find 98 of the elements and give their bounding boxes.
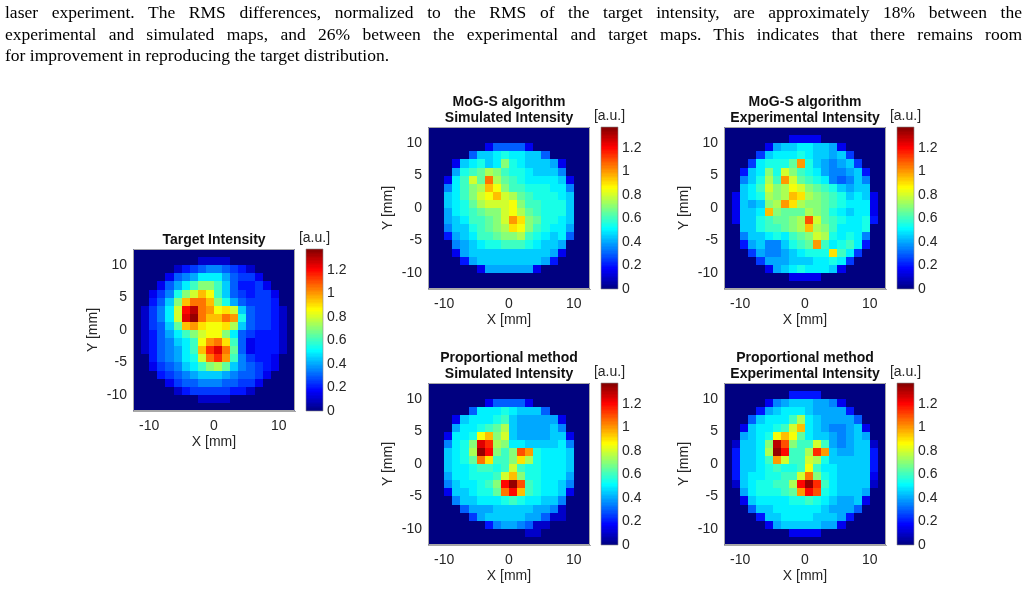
y-axis-title: Y [mm] bbox=[674, 441, 691, 487]
color-bar-label: 1.2 bbox=[622, 138, 642, 155]
color-bar-label: 0.6 bbox=[918, 465, 938, 482]
chart-title: MoG-S algorithm Simulated Intensity bbox=[444, 92, 574, 125]
x-axis-title: X [mm] bbox=[782, 566, 828, 583]
color-bar-title: [a.u.] bbox=[889, 106, 922, 123]
x-tick-label: -10 bbox=[434, 551, 455, 568]
color-bar-title: [a.u.] bbox=[593, 362, 626, 379]
y-tick-label: 0 bbox=[710, 454, 719, 471]
chart-title: Proportional method Simulated Intensity bbox=[440, 348, 578, 381]
chart-title: Proportional method Experimental Intensity bbox=[730, 348, 880, 381]
color-bar-title: [a.u.] bbox=[593, 106, 626, 123]
x-tick-label: 10 bbox=[271, 417, 287, 434]
x-tick-label: 0 bbox=[210, 417, 219, 434]
y-axis-title: Y [mm] bbox=[674, 185, 691, 231]
y-axis-title: Y [mm] bbox=[378, 185, 395, 231]
color-bar-title: [a.u.] bbox=[298, 228, 331, 245]
x-tick-label: -10 bbox=[730, 295, 751, 312]
y-tick-label: -5 bbox=[409, 231, 423, 248]
color-bar-label: 0.6 bbox=[327, 331, 347, 348]
x-axis-title: X [mm] bbox=[486, 566, 532, 583]
y-tick-label: 0 bbox=[710, 198, 719, 215]
color-bar-label: 0.8 bbox=[622, 441, 642, 458]
x-tick-label: 10 bbox=[566, 295, 582, 312]
y-tick-label: 5 bbox=[414, 166, 423, 183]
color-bar-label: 0 bbox=[622, 535, 630, 552]
y-tick-label: -5 bbox=[114, 353, 128, 370]
y-axis-title: Y [mm] bbox=[83, 307, 100, 353]
y-tick-label: 0 bbox=[119, 320, 128, 337]
color-bar-label: 0 bbox=[622, 279, 630, 296]
color-bar-label: 0.4 bbox=[622, 488, 642, 505]
color-bar-label: 0 bbox=[327, 401, 335, 418]
y-tick-label: 5 bbox=[710, 422, 719, 439]
x-tick-label: -10 bbox=[434, 295, 455, 312]
color-bar-label: 1 bbox=[918, 162, 926, 179]
y-tick-label: 10 bbox=[406, 390, 423, 407]
color-bar-label: 0.8 bbox=[327, 307, 347, 324]
x-tick-label: 0 bbox=[505, 295, 514, 312]
y-tick-label: -10 bbox=[401, 519, 423, 536]
x-axis-title: X [mm] bbox=[782, 310, 828, 327]
color-bar-label: 1 bbox=[327, 284, 335, 301]
color-bar-label: 0 bbox=[918, 535, 926, 552]
x-tick-label: 10 bbox=[862, 295, 878, 312]
y-axis-title: Y [mm] bbox=[378, 441, 395, 487]
y-tick-label: -5 bbox=[705, 231, 719, 248]
color-bar-label: 1.2 bbox=[622, 394, 642, 411]
color-bar-label: 0 bbox=[918, 279, 926, 296]
color-bar-label: 1.2 bbox=[918, 138, 938, 155]
x-tick-label: 10 bbox=[862, 551, 878, 568]
x-axis-title: X [mm] bbox=[486, 310, 532, 327]
color-bar-label: 0.4 bbox=[918, 232, 938, 249]
y-tick-label: -5 bbox=[705, 487, 719, 504]
y-tick-label: 0 bbox=[414, 198, 423, 215]
x-tick-label: 0 bbox=[505, 551, 514, 568]
color-bar-label: 1 bbox=[622, 162, 630, 179]
x-tick-label: 0 bbox=[801, 551, 810, 568]
color-bar-label: 0.8 bbox=[918, 185, 938, 202]
color-bar-label: 0.2 bbox=[327, 378, 347, 395]
x-axis-title: X [mm] bbox=[191, 432, 237, 449]
y-tick-label: -10 bbox=[106, 385, 128, 402]
y-tick-label: 10 bbox=[702, 134, 719, 151]
y-tick-label: 5 bbox=[414, 422, 423, 439]
y-tick-label: -10 bbox=[697, 519, 719, 536]
color-bar-label: 0.2 bbox=[918, 256, 938, 273]
color-bar-label: 1.2 bbox=[327, 260, 347, 277]
color-bar-label: 0.6 bbox=[622, 209, 642, 226]
color-bar-label: 0.4 bbox=[327, 354, 347, 371]
color-bar-label: 0.2 bbox=[918, 512, 938, 529]
color-bar-label: 0.6 bbox=[918, 209, 938, 226]
x-tick-label: -10 bbox=[730, 551, 751, 568]
color-bar-label: 0.8 bbox=[918, 441, 938, 458]
color-bar-label: 0.4 bbox=[622, 232, 642, 249]
x-tick-label: -10 bbox=[139, 417, 160, 434]
y-tick-label: -5 bbox=[409, 487, 423, 504]
y-tick-label: 10 bbox=[702, 390, 719, 407]
y-tick-label: 10 bbox=[111, 256, 128, 273]
text: laser experiment. The RMS differences, normalized to the RMS of the target intensity, are approximately 18% between the bbox=[5, 2, 1022, 24]
color-bar-label: 0.2 bbox=[622, 512, 642, 529]
color-bar-label: 0.6 bbox=[622, 465, 642, 482]
x-tick-label: 0 bbox=[801, 295, 810, 312]
y-tick-label: -10 bbox=[697, 263, 719, 280]
color-bar-label: 0.8 bbox=[622, 185, 642, 202]
color-bar-label: 1 bbox=[622, 418, 630, 435]
y-tick-label: -10 bbox=[401, 263, 423, 280]
y-tick-label: 10 bbox=[406, 134, 423, 151]
color-bar-title: [a.u.] bbox=[889, 362, 922, 379]
color-bar-label: 0.4 bbox=[918, 488, 938, 505]
text: for improvement in reproducing the target distribution. bbox=[5, 45, 391, 67]
color-bar-label: 1.2 bbox=[918, 394, 938, 411]
y-tick-label: 0 bbox=[414, 454, 423, 471]
color-bar-label: 0.2 bbox=[622, 256, 642, 273]
x-tick-label: 10 bbox=[566, 551, 582, 568]
y-tick-label: 5 bbox=[710, 166, 719, 183]
chart-title: Target Intensity bbox=[162, 230, 266, 247]
text: experimental and simulated maps, and 26% between the experimental and target maps. This indicates that there remains room bbox=[5, 23, 1022, 45]
chart-title: MoG-S algorithm Experimental Intensity bbox=[730, 92, 880, 125]
color-bar-label: 1 bbox=[918, 418, 926, 435]
y-tick-label: 5 bbox=[119, 288, 128, 305]
